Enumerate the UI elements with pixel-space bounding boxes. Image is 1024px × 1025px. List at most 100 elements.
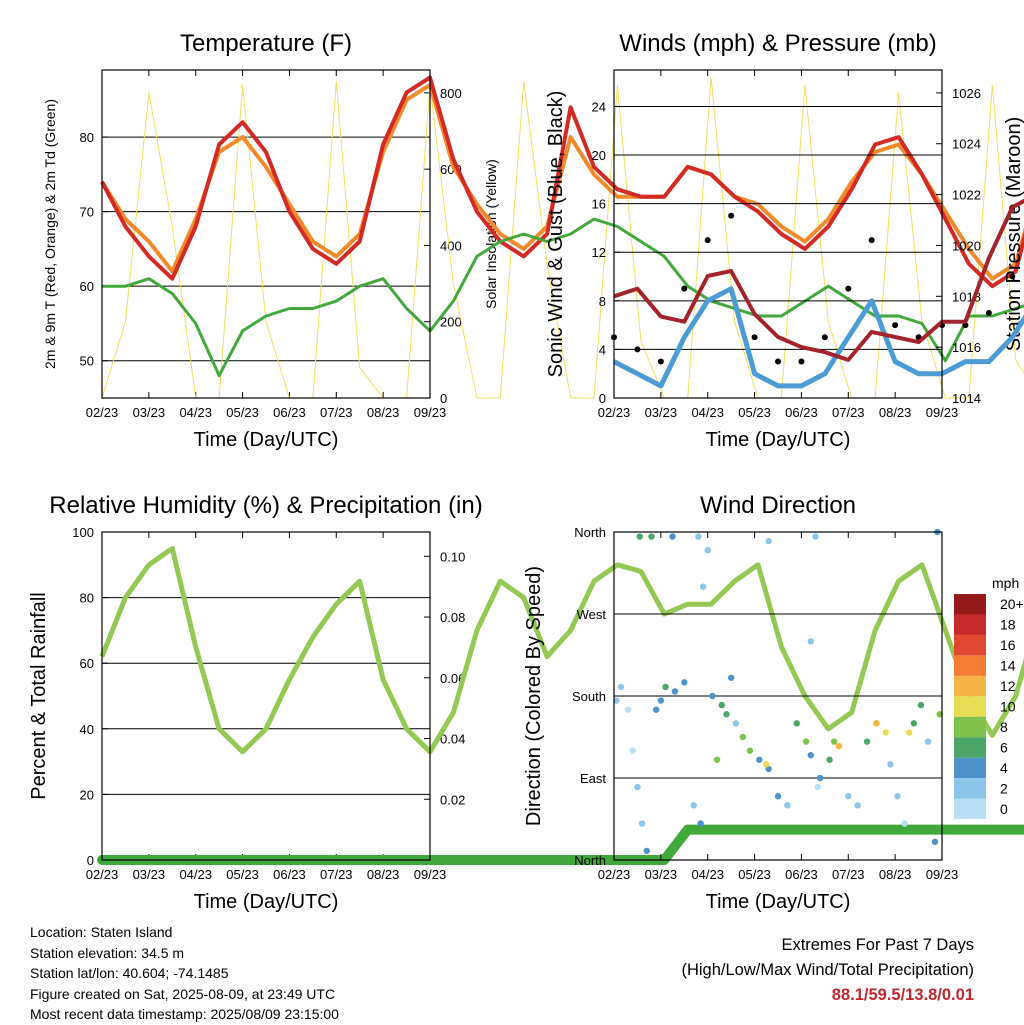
colorbar-title: mph	[992, 575, 1019, 591]
direction-point	[613, 697, 620, 704]
colorbar-swatch	[954, 655, 986, 676]
extremes-title: Extremes For Past 7 Days	[781, 936, 974, 954]
temperature-y2-tick-label: 0	[440, 391, 447, 406]
humidity-y-tick-label: 20	[80, 787, 94, 802]
humidity-x-tick-label: 08/23	[367, 867, 400, 882]
colorbar-swatch	[954, 614, 986, 635]
recent-text: Most recent data timestamp: 2025/08/09 2…	[30, 1006, 339, 1022]
direction-point	[638, 820, 646, 827]
temperature-x-tick-label: 04/23	[179, 405, 212, 420]
colorbar-label: 2	[1000, 780, 1008, 796]
humidity-y-tick-label: 40	[80, 722, 94, 737]
direction-point	[882, 729, 889, 736]
winds-y2-tick-label: 1022	[952, 188, 981, 203]
winds-y-tick-label: 0	[599, 391, 606, 406]
humidity-y2-tick-label: 0.02	[440, 792, 465, 807]
direction-point	[695, 533, 702, 540]
colorbar-label: 20+	[1000, 596, 1024, 612]
direction-point	[652, 706, 660, 713]
humidity-y-tick-label: 80	[80, 591, 94, 606]
extremes-subtitle: (High/Low/Max Wind/Total Precipitation)	[681, 961, 974, 979]
direction-point	[835, 742, 843, 750]
direction-y-tick-label: North	[574, 853, 606, 868]
direction-point	[765, 537, 772, 545]
direction-point	[802, 738, 810, 745]
winds-gust-point	[985, 309, 992, 316]
winds-gust-point	[845, 285, 852, 292]
winds-gust-point	[868, 237, 875, 244]
direction-point	[634, 783, 641, 791]
temperature-series-line	[100, 82, 1024, 281]
direction-point	[704, 547, 711, 554]
winds-x-tick-label: 04/23	[691, 405, 724, 420]
humidity-y-tick-label: 60	[80, 656, 94, 671]
direction-point	[697, 820, 704, 827]
elevation-text: Station elevation: 34.5 m	[30, 944, 185, 961]
direction-point	[807, 752, 814, 759]
direction-point	[662, 683, 669, 691]
humidity-x-axis-label: Time (Day/UTC)	[194, 891, 339, 913]
temperature-x-tick-label: 02/23	[86, 405, 119, 420]
extremes-values: 88.1/59.5/13.8/0.01	[831, 986, 974, 1004]
direction-point	[906, 729, 913, 736]
colorbar-swatch	[954, 757, 986, 779]
winds-y-tick-label: 8	[599, 294, 606, 309]
humidity-x-tick-label: 06/23	[273, 867, 306, 882]
direction-point	[826, 756, 833, 763]
direction-point	[648, 533, 655, 540]
winds-gust-point	[657, 358, 664, 365]
winds-y2-tick-label: 1020	[952, 238, 981, 253]
winds-y2-axis-label: Station Pressure (Maroon)	[1003, 117, 1024, 352]
winds-x-tick-label: 03/23	[645, 405, 678, 420]
temperature-y-tick-label: 80	[80, 130, 94, 145]
winds-gust-point	[775, 358, 781, 365]
temperature-y2-axis-label: Solar Insolation (Yellow)	[483, 159, 499, 309]
direction-point	[831, 738, 838, 745]
winds-y-tick-label: 12	[592, 245, 606, 260]
direction-point	[636, 533, 643, 540]
direction-point	[732, 720, 740, 727]
direction-point	[756, 756, 763, 763]
direction-point	[793, 720, 800, 727]
winds-x-tick-label: 06/23	[785, 405, 818, 420]
winds-x-tick-label: 02/23	[598, 405, 631, 420]
direction-point	[709, 692, 716, 700]
direction-point	[854, 802, 861, 809]
winds-title: Winds (mph) & Pressure (mb)	[619, 30, 936, 57]
humidity-precip-line	[97, 824, 1024, 865]
temperature-x-tick-label: 05/23	[226, 405, 259, 420]
temperature-x-tick-label: 06/23	[273, 405, 306, 420]
direction-point	[936, 711, 943, 718]
temperature-series-line	[100, 75, 1024, 289]
direction-point	[723, 711, 730, 718]
direction-point	[690, 802, 697, 809]
direction-x-tick-label: 07/23	[832, 867, 865, 882]
direction-point	[746, 747, 754, 754]
extremes-box: Extremes For Past 7 Days (High/Low/Max W…	[681, 933, 974, 1008]
winds-y-tick-label: 4	[599, 342, 606, 357]
winds-x-tick-label: 07/23	[832, 405, 865, 420]
temperature-plot-border	[101, 69, 431, 399]
winds-gust-point	[704, 237, 711, 244]
direction-y-tick-label: South	[572, 689, 606, 704]
colorbar-label: 12	[1000, 678, 1016, 694]
direction-point	[763, 761, 770, 768]
direction-point	[713, 756, 721, 763]
direction-x-tick-label: 09/23	[926, 867, 959, 882]
temperature-x-tick-label: 03/23	[133, 405, 166, 420]
direction-x-tick-label: 04/23	[691, 867, 724, 882]
temperature-y-axis-label: 2m & 9m T (Red, Orange) & 2m Td (Green)	[42, 99, 58, 369]
direction-point	[910, 720, 918, 727]
direction-point	[812, 533, 819, 540]
station-info: Location: Staten Island Station elevatio…	[30, 922, 339, 1025]
direction-point	[814, 783, 822, 791]
direction-x-tick-label: 02/23	[598, 867, 631, 882]
direction-point	[727, 674, 735, 681]
direction-point	[671, 688, 679, 695]
winds-gust-point	[751, 334, 758, 341]
direction-y-tick-label: East	[580, 771, 606, 786]
direction-point	[917, 701, 925, 709]
colorbar-swatch	[954, 737, 986, 758]
colorbar-label: 0	[1000, 801, 1008, 817]
